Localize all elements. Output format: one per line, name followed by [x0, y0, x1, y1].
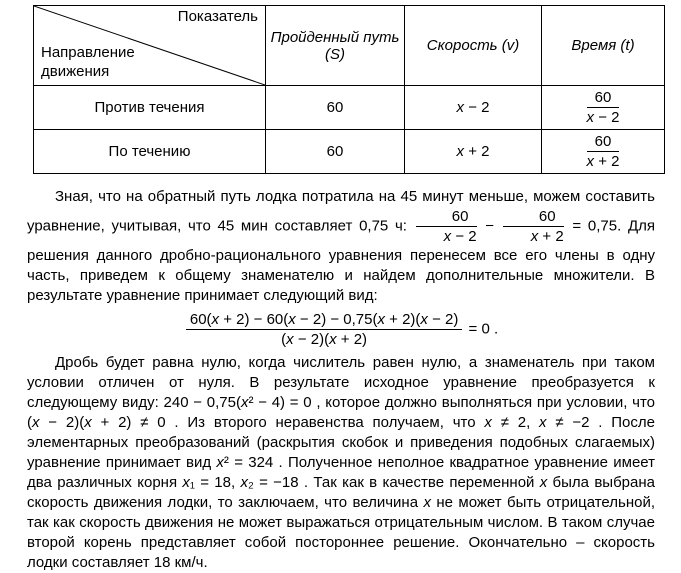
math-expression: x − 2: [456, 99, 490, 116]
cell-direction: По течению: [33, 129, 266, 174]
table-row-downstream: По течению 60 x + 2 60 x + 2: [33, 129, 665, 174]
corner-label-indicator: Показатель: [177, 8, 258, 25]
header-cell-time: Время (t): [541, 5, 665, 86]
cell-speed: x − 2: [404, 85, 542, 130]
math-expression: x + 2: [456, 143, 490, 160]
math-expression: = 0,75: [565, 217, 618, 235]
table-header-row: Показатель Направление движения Пройденн…: [33, 5, 665, 86]
motion-table: Показатель Направление движения Пройденн…: [33, 5, 665, 174]
fraction-numerator: 60: [586, 133, 620, 152]
table-row-upstream: Против течения 60 x − 2 60 x − 2: [33, 85, 665, 130]
cell-distance: 60: [265, 129, 405, 174]
fraction-numerator: 60: [586, 89, 620, 108]
math-expression: x: [423, 494, 431, 511]
fraction: 60(x + 2) − 60(x − 2) − 0,75(x + 2)(x − …: [185, 310, 463, 349]
math-expression: 240 − 0,75(x² − 4) = 0: [163, 394, 312, 411]
math-expression: x ≠ 2, x ≠ −2: [484, 414, 590, 431]
fraction-denominator: x + 2: [530, 228, 564, 245]
diagonal-divider-line: [34, 6, 265, 85]
math-expression: (x − 2)(x + 2) ≠ 0: [27, 414, 166, 431]
math-expression: −: [478, 217, 501, 235]
cell-direction: Против течения: [33, 85, 266, 130]
header-cell-distance: Пройденный путь (S): [265, 5, 405, 86]
fraction: 60 x + 2: [586, 133, 620, 170]
display-equation: 60(x + 2) − 60(x − 2) − 0,75(x + 2)(x − …: [27, 309, 655, 350]
solution-paragraph-1: Зная, что на обратный путь лодка потрати…: [27, 188, 655, 304]
solution-paragraph-2: Дробь будет равна нулю, когда числитель …: [27, 354, 656, 571]
fraction: 60 x − 2: [586, 89, 620, 126]
fraction-numerator: 60(x + 2) − 60(x − 2) − 0,75(x + 2)(x − …: [185, 310, 463, 330]
fraction-denominator: x − 2: [443, 228, 477, 245]
fraction-numerator: 60: [502, 208, 564, 227]
math-expression: = 0: [464, 320, 490, 338]
corner-label-direction: Направление движения: [41, 44, 135, 80]
cell-speed: x + 2: [404, 129, 542, 174]
cell-time: 60 x + 2: [541, 129, 665, 174]
cell-time: 60 x − 2: [541, 85, 665, 130]
fraction: 60 x + 2: [502, 208, 564, 245]
math-expression: x₁ = 18, x₂ = −18: [182, 474, 299, 491]
math-expression: x: [539, 474, 548, 491]
fraction: 60 x − 2: [415, 208, 477, 245]
fraction-denominator: (x − 2)(x + 2): [281, 331, 368, 348]
math-expression: x² = 324: [216, 454, 274, 471]
cell-distance: 60: [265, 85, 405, 130]
header-cell-speed: Скорость (v): [404, 5, 542, 86]
fraction-denominator: x + 2: [586, 153, 620, 170]
table-corner-cell: Показатель Направление движения: [33, 5, 266, 86]
fraction-numerator: 60: [415, 208, 477, 227]
fraction-denominator: x − 2: [586, 109, 620, 126]
